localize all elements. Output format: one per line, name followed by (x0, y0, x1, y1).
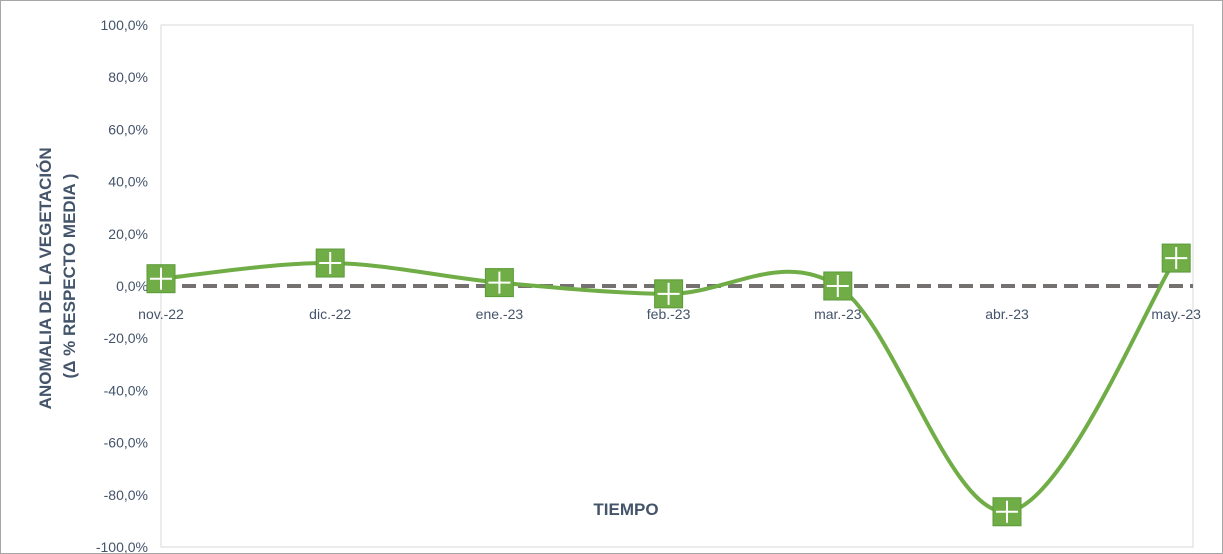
y-tick-label: -60,0% (104, 435, 148, 451)
y-axis-title-line-1: ANOMALIA DE LA VEGETACIÓN (36, 147, 55, 409)
x-tick-label: dic.-22 (309, 306, 351, 322)
y-tick-label: -80,0% (104, 487, 148, 503)
y-axis-title-line-2: (Δ % RESPECTO MEDIA ) (60, 174, 79, 379)
y-tick-label: -100,0% (96, 539, 148, 553)
x-tick-label: may.-23 (1151, 306, 1201, 322)
y-tick-label: -20,0% (104, 330, 148, 346)
data-point-marker (992, 497, 1022, 527)
x-tick-label: feb.-23 (647, 306, 691, 322)
y-tick-label: 80,0% (108, 69, 148, 85)
x-tick-label: mar.-23 (814, 306, 862, 322)
data-point-marker (654, 279, 684, 309)
x-tick-label: ene.-23 (476, 306, 524, 322)
x-axis-title: TIEMPO (593, 500, 658, 519)
y-axis-ticks: 100,0% 80,0% 60,0% 40,0% 20,0% 0,0% -20,0% -40,… (96, 17, 148, 553)
y-tick-label: 20,0% (108, 226, 148, 242)
data-point-marker (146, 264, 176, 294)
data-point-marker (315, 248, 345, 278)
y-tick-label: 0,0% (116, 278, 148, 294)
y-tick-label: -40,0% (104, 382, 148, 398)
data-point-marker (823, 271, 853, 301)
y-tick-label: 40,0% (108, 174, 148, 190)
y-axis-title: ANOMALIA DE LA VEGETACIÓN (Δ % RESPECTO … (36, 143, 79, 410)
x-axis-ticks: nov.-22 dic.-22 ene.-23 feb.-23 mar.-23 abr.-… (138, 306, 1201, 322)
y-tick-label: 100,0% (101, 17, 148, 33)
series-markers (146, 243, 1191, 527)
y-tick-label: 60,0% (108, 121, 148, 137)
data-point-marker (484, 268, 514, 298)
x-tick-label: nov.-22 (138, 306, 184, 322)
x-tick-label: abr.-23 (985, 306, 1029, 322)
data-point-marker (1161, 243, 1191, 273)
